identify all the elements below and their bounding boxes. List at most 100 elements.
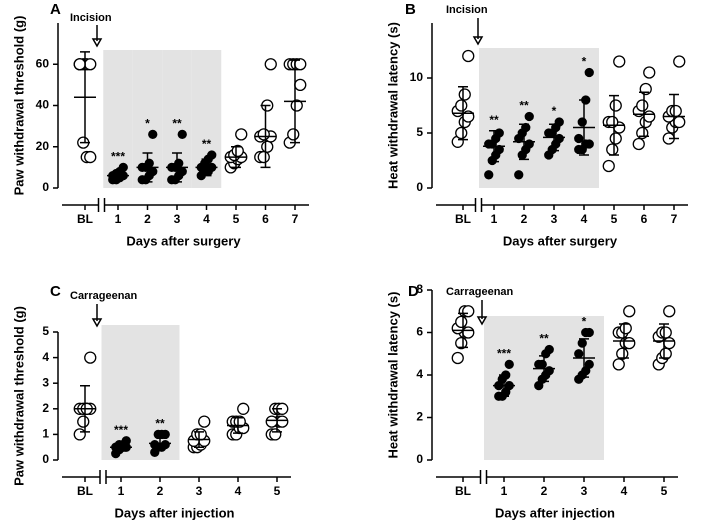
- arrow-head: [91, 38, 103, 48]
- data-point: [150, 439, 160, 450]
- data-point: [77, 415, 90, 428]
- arrow-head: [476, 316, 488, 326]
- x-tick-label: 4: [235, 484, 242, 498]
- x-axis-label: Days after surgery: [503, 233, 618, 248]
- data-point: [619, 322, 632, 335]
- data-point: [287, 128, 300, 141]
- data-point: [177, 129, 187, 140]
- data-point: [462, 326, 475, 339]
- x-tick-label: 3: [174, 212, 181, 226]
- annotation: Incision: [70, 12, 112, 24]
- y-tick-label: 5: [42, 324, 49, 338]
- data-point: [623, 336, 636, 350]
- significance-label: **: [202, 137, 212, 151]
- x-tick-label: 2: [157, 484, 164, 498]
- data-point: [455, 336, 468, 350]
- data-point: [613, 55, 626, 68]
- data-point: [264, 58, 277, 71]
- data-point: [577, 117, 587, 127]
- data-point: [524, 111, 534, 122]
- y-axis-label: Heat withdrawal latency (s): [385, 22, 400, 189]
- data-point: [537, 359, 547, 370]
- data-point: [636, 99, 649, 112]
- x-tick-label: BL: [77, 484, 93, 498]
- panel-letter: A: [50, 1, 61, 18]
- data-point: [504, 359, 514, 370]
- data-point: [606, 143, 619, 156]
- y-tick-label: 2: [416, 410, 423, 424]
- y-tick-label: 60: [36, 56, 50, 70]
- data-point: [290, 99, 303, 112]
- x-tick-label: 6: [262, 212, 269, 226]
- panel-letter: D: [408, 283, 419, 300]
- data-point: [663, 336, 676, 350]
- data-point: [673, 115, 686, 129]
- data-point: [160, 439, 170, 450]
- data-point: [616, 347, 629, 360]
- data-point: [265, 415, 278, 428]
- data-point: [574, 133, 584, 144]
- data-point: [659, 326, 672, 339]
- data-point: [118, 162, 128, 173]
- y-tick-label: 0: [416, 180, 423, 194]
- shaded-region: [524, 316, 564, 460]
- data-point: [623, 305, 636, 318]
- arrow-head: [472, 36, 484, 46]
- data-point: [73, 58, 86, 71]
- x-tick-label: 4: [581, 212, 588, 226]
- significance-label: **: [155, 417, 165, 431]
- x-tick-label: 1: [501, 484, 508, 498]
- x-tick-label: 7: [671, 212, 678, 226]
- x-tick-label: 5: [274, 484, 281, 498]
- data-point: [673, 55, 686, 68]
- x-tick-label: 2: [541, 484, 548, 498]
- x-tick-label: 6: [641, 212, 648, 226]
- significance-label: *: [582, 315, 587, 329]
- data-point: [458, 88, 471, 101]
- y-tick-label: 5: [416, 125, 423, 139]
- x-tick-label: 5: [611, 212, 618, 226]
- y-tick-label: 10: [410, 70, 424, 84]
- significance-label: *: [552, 104, 557, 118]
- y-tick-label: 4: [42, 350, 49, 364]
- data-point: [455, 126, 468, 140]
- data-point: [574, 349, 584, 359]
- data-point: [269, 428, 282, 441]
- significance-label: ***: [111, 150, 125, 164]
- data-point: [484, 170, 494, 180]
- data-point: [207, 150, 217, 160]
- data-point: [577, 338, 587, 348]
- x-tick-label: BL: [455, 212, 471, 226]
- y-tick-label: 0: [416, 452, 423, 466]
- data-point: [276, 415, 289, 428]
- data-point: [462, 305, 475, 318]
- significance-label: *: [582, 55, 587, 69]
- data-point: [643, 66, 656, 79]
- y-tick-label: 40: [36, 98, 50, 112]
- x-tick-label: 4: [203, 212, 210, 226]
- data-point: [84, 150, 97, 164]
- x-tick-label: BL: [455, 484, 471, 498]
- y-tick-label: 20: [36, 139, 50, 153]
- data-point: [669, 104, 682, 118]
- data-point: [194, 428, 207, 441]
- data-point: [584, 327, 594, 338]
- data-point: [663, 305, 676, 318]
- shaded-region: [103, 50, 133, 188]
- data-point: [632, 137, 645, 151]
- significance-label: *: [145, 117, 150, 131]
- y-axis-label: Paw withdrawal threshold (g): [11, 306, 26, 486]
- data-point: [609, 99, 622, 112]
- x-tick-label: BL: [77, 212, 93, 226]
- y-tick-label: 1: [42, 427, 49, 441]
- x-tick-label: 2: [144, 212, 151, 226]
- annotation: Carrageenan: [70, 290, 138, 302]
- shaded-region: [539, 48, 569, 188]
- data-point: [659, 347, 672, 360]
- shaded-region: [101, 325, 141, 460]
- data-point: [235, 128, 248, 141]
- data-point: [544, 344, 554, 355]
- x-tick-label: 4: [621, 484, 628, 498]
- x-tick-label: 7: [292, 212, 299, 226]
